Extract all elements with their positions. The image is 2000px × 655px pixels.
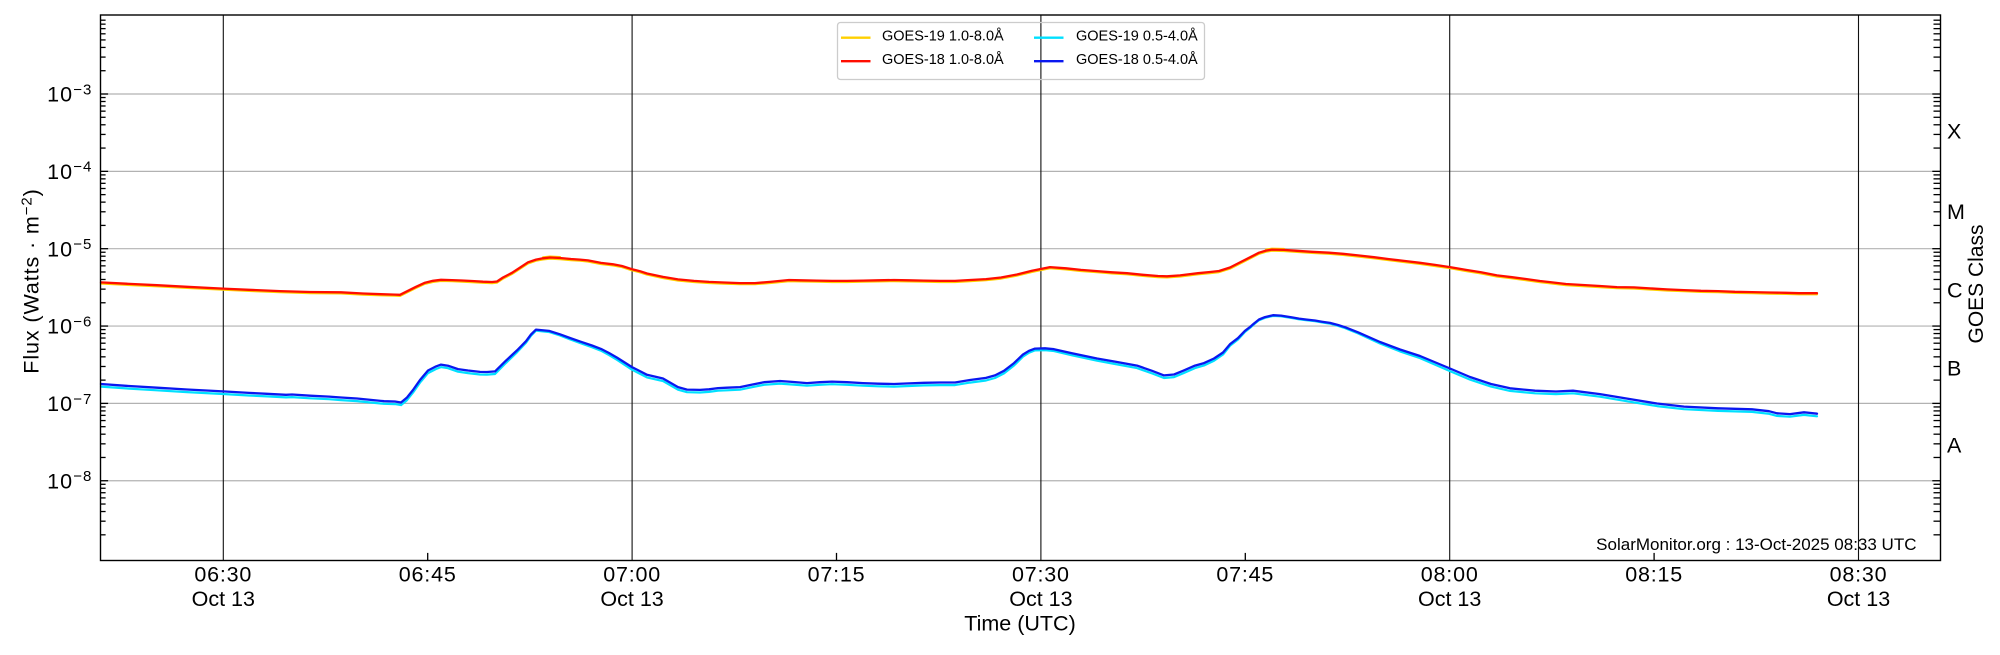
svg-text:08:00: 08:00 — [1421, 563, 1479, 587]
svg-text:Flux (Watts · m−2): Flux (Watts · m−2) — [18, 188, 43, 373]
svg-text:08:30: 08:30 — [1830, 563, 1888, 587]
svg-text:06:30: 06:30 — [194, 563, 252, 587]
svg-text:GOES-18 0.5-4.0Å: GOES-18 0.5-4.0Å — [1076, 51, 1198, 68]
svg-text:Oct 13: Oct 13 — [600, 587, 663, 611]
svg-text:SolarMonitor.org : 13-Oct-2025: SolarMonitor.org : 13-Oct-2025 08:33 UTC — [1596, 535, 1916, 554]
svg-text:B: B — [1947, 357, 1961, 381]
svg-text:10−5: 10−5 — [47, 236, 92, 261]
svg-text:07:30: 07:30 — [1012, 563, 1070, 587]
svg-text:Oct 13: Oct 13 — [1827, 587, 1890, 611]
svg-text:07:00: 07:00 — [603, 563, 661, 587]
svg-text:Oct 13: Oct 13 — [192, 587, 255, 611]
svg-text:Oct 13: Oct 13 — [1418, 587, 1481, 611]
svg-text:Oct 13: Oct 13 — [1009, 587, 1072, 611]
svg-text:07:45: 07:45 — [1216, 563, 1274, 587]
svg-text:10−7: 10−7 — [47, 391, 92, 416]
svg-text:C: C — [1947, 279, 1963, 303]
svg-text:M: M — [1947, 200, 1965, 224]
svg-text:GOES-19 0.5-4.0Å: GOES-19 0.5-4.0Å — [1076, 28, 1198, 45]
svg-text:A: A — [1947, 434, 1962, 458]
svg-text:GOES-18 1.0-8.0Å: GOES-18 1.0-8.0Å — [882, 51, 1004, 68]
svg-text:Time (UTC): Time (UTC) — [964, 612, 1075, 636]
svg-text:GOES-19 1.0-8.0Å: GOES-19 1.0-8.0Å — [882, 28, 1004, 45]
svg-text:07:15: 07:15 — [808, 563, 866, 587]
svg-text:GOES Class: GOES Class — [1965, 224, 1988, 343]
svg-text:X: X — [1947, 120, 1961, 144]
svg-text:08:15: 08:15 — [1625, 563, 1683, 587]
svg-text:06:45: 06:45 — [399, 563, 457, 587]
